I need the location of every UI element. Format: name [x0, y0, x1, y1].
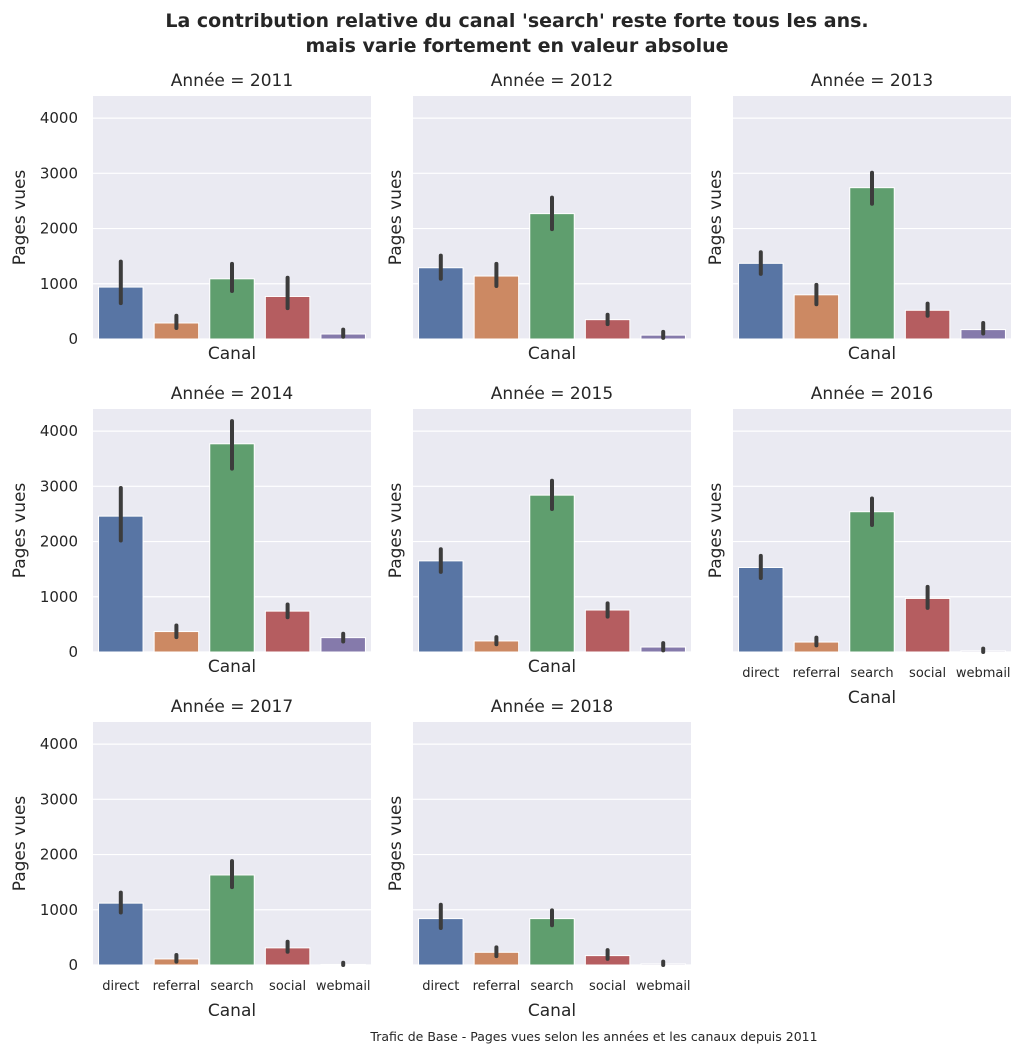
y-axis-label: Pages vues	[10, 483, 30, 579]
facet-panel: Année = 2016 direct referral search social we…	[706, 384, 1011, 708]
facet-title: Année = 2015	[491, 384, 613, 404]
y-tick-label: 3000	[40, 790, 78, 808]
x-axis-label: Canal	[208, 657, 256, 677]
y-tick-label: 3000	[40, 477, 78, 495]
chart-title: La contribution relative du canal 'searc…	[165, 10, 868, 32]
y-axis-label: Pages vues	[386, 170, 406, 266]
y-tick-label: 0	[68, 643, 78, 661]
facet-title: Année = 2018	[491, 697, 613, 717]
y-tick-label: 4000	[40, 735, 78, 753]
facet-grid: 0 1000 2000 3000 4000 Année = 2011 Canal Pages …	[10, 71, 1011, 1021]
bar-search	[849, 187, 895, 340]
x-tick-label: referral	[473, 979, 521, 994]
y-axis-label: Pages vues	[706, 483, 726, 579]
y-tick-label: 2000	[40, 846, 78, 864]
facet-title: Année = 2012	[491, 71, 613, 91]
facet-panel: Année = 2013 Canal Pages vues	[706, 71, 1011, 364]
x-tick-label: webmail	[316, 979, 371, 994]
chart-subtitle: mais varie fortement en valeur absolue	[305, 35, 728, 57]
y-tick-label: 0	[68, 956, 78, 974]
y-tick-label: 1000	[40, 275, 78, 293]
y-axis-label: Pages vues	[386, 796, 406, 892]
x-axis-label: Canal	[528, 1001, 576, 1021]
bar-direct	[418, 560, 464, 653]
x-tick-label: direct	[102, 979, 139, 994]
x-tick-label: search	[530, 979, 573, 994]
x-tick-label: search	[210, 979, 253, 994]
x-axis-label: Canal	[848, 344, 896, 364]
x-axis-label: Canal	[528, 657, 576, 677]
facet-panel: Année = 2015 Canal Pages vues	[386, 384, 691, 677]
x-tick-label: social	[909, 666, 946, 681]
x-tick-label: direct	[422, 979, 459, 994]
y-tick-label: 0	[68, 330, 78, 348]
bar-direct	[738, 567, 784, 653]
facet-panel: 0 1000 2000 3000 4000 Année = 2014 Canal Pages …	[10, 384, 371, 677]
bar-search	[209, 874, 255, 966]
facet-title: Année = 2017	[171, 697, 293, 717]
y-tick-label: 2000	[40, 533, 78, 551]
y-axis-label: Pages vues	[706, 170, 726, 266]
facet-title: Année = 2016	[811, 384, 933, 404]
facet-panel: Année = 2012 Canal Pages vues	[386, 71, 691, 364]
x-tick-label: social	[269, 979, 306, 994]
x-axis-label: Canal	[208, 344, 256, 364]
y-axis-label: Pages vues	[10, 170, 30, 266]
y-tick-label: 2000	[40, 220, 78, 238]
facet-panel: 0 1000 2000 3000 4000 Année = 2017 direct refer…	[10, 697, 371, 1021]
facet-panel: 0 1000 2000 3000 4000 Année = 2011 Canal Pages …	[10, 71, 371, 364]
x-tick-label: referral	[153, 979, 201, 994]
x-axis-label: Canal	[528, 344, 576, 364]
x-tick-label: webmail	[636, 979, 691, 994]
bar-referral	[793, 294, 840, 340]
chart-caption: Trafic de Base - Pages vues selon les an…	[369, 1029, 817, 1044]
y-axis-label: Pages vues	[10, 796, 30, 892]
facet-title: Année = 2011	[171, 71, 293, 91]
x-tick-label: webmail	[956, 666, 1011, 681]
x-tick-label: referral	[793, 666, 841, 681]
facet-title: Année = 2013	[811, 71, 933, 91]
bar-search	[849, 511, 895, 653]
x-tick-label: social	[589, 979, 626, 994]
y-tick-label: 4000	[40, 422, 78, 440]
y-tick-label: 3000	[40, 164, 78, 182]
bar-search	[529, 494, 575, 653]
y-axis-label: Pages vues	[386, 483, 406, 579]
y-tick-label: 4000	[40, 109, 78, 127]
y-tick-label: 1000	[40, 588, 78, 606]
x-axis-label: Canal	[848, 688, 896, 708]
facet-title: Année = 2014	[171, 384, 293, 404]
facet-panel: Année = 2018 direct referral search social we…	[386, 697, 691, 1021]
bar-search	[529, 213, 575, 340]
bar-direct	[738, 262, 784, 340]
x-tick-label: search	[850, 666, 893, 681]
x-axis-label: Canal	[208, 1001, 256, 1021]
bar-search	[209, 443, 255, 653]
y-tick-label: 1000	[40, 901, 78, 919]
x-tick-label: direct	[742, 666, 779, 681]
